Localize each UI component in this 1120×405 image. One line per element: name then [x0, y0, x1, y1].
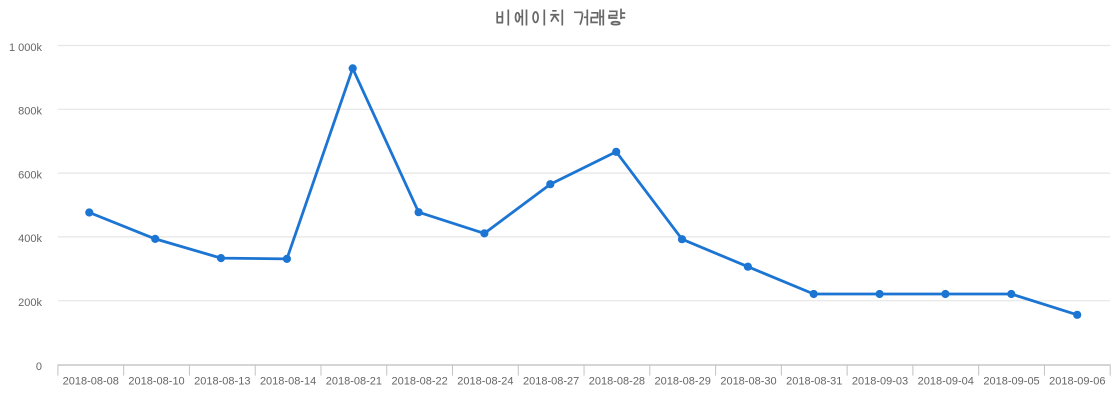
svg-text:400k: 400k [18, 233, 42, 245]
svg-text:2018-08-24: 2018-08-24 [457, 375, 513, 387]
svg-text:2018-09-06: 2018-09-06 [1049, 375, 1105, 387]
svg-text:2018-08-30: 2018-08-30 [720, 375, 776, 387]
svg-text:2018-08-08: 2018-08-08 [63, 375, 119, 387]
svg-text:2018-09-03: 2018-09-03 [852, 375, 908, 387]
svg-text:2018-09-05: 2018-09-05 [983, 375, 1039, 387]
svg-text:200k: 200k [18, 297, 42, 309]
svg-text:2018-08-22: 2018-08-22 [391, 375, 447, 387]
svg-text:2018-09-04: 2018-09-04 [918, 375, 974, 387]
svg-text:800k: 800k [18, 106, 42, 118]
svg-text:2018-08-14: 2018-08-14 [260, 375, 316, 387]
svg-text:0: 0 [36, 361, 42, 373]
svg-text:2018-08-27: 2018-08-27 [523, 375, 579, 387]
svg-text:2018-08-31: 2018-08-31 [786, 375, 842, 387]
svg-text:600k: 600k [18, 169, 42, 181]
svg-text:2018-08-13: 2018-08-13 [194, 375, 250, 387]
svg-text:2018-08-28: 2018-08-28 [589, 375, 645, 387]
svg-text:1 000k: 1 000k [9, 42, 43, 54]
svg-text:2018-08-21: 2018-08-21 [326, 375, 382, 387]
svg-text:2018-08-29: 2018-08-29 [655, 375, 711, 387]
svg-text:2018-08-10: 2018-08-10 [128, 375, 184, 387]
